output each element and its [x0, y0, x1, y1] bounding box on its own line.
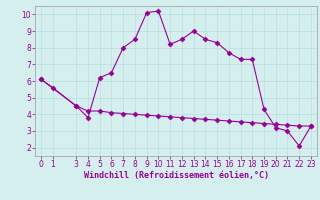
X-axis label: Windchill (Refroidissement éolien,°C): Windchill (Refroidissement éolien,°C) — [84, 171, 268, 180]
